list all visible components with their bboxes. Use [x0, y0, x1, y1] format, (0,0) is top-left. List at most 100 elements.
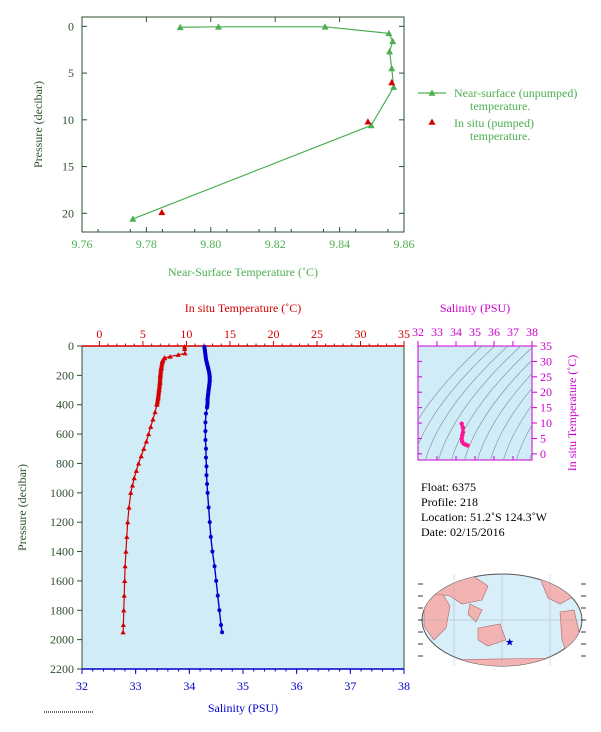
sal-tick-label: 34	[183, 679, 195, 693]
y-tick-label: 2000	[50, 633, 74, 647]
land-antarctica	[429, 657, 581, 666]
salinity-point	[203, 411, 208, 416]
temperature-point	[182, 344, 188, 349]
temperature-point	[135, 460, 142, 466]
ts-temp-tick-label: 5	[540, 431, 546, 445]
temperature-point	[141, 446, 147, 451]
salinity-point	[207, 520, 212, 525]
ts-temp-tick-label: 35	[540, 339, 552, 353]
temperature-point	[124, 534, 130, 539]
temperature-point	[120, 629, 126, 635]
temperature-point	[145, 431, 152, 437]
temperature-point	[125, 519, 131, 525]
y-tick-label: 1600	[50, 574, 74, 588]
ts-sal-tick-label: 32	[412, 325, 424, 339]
y-tick-label: 10	[62, 113, 74, 127]
temperature-point	[123, 548, 129, 554]
sal-tick-label: 32	[76, 679, 88, 693]
salinity-point	[210, 549, 215, 554]
temperature-point	[150, 416, 156, 422]
salinity-point	[218, 622, 223, 627]
salinity-point	[217, 608, 222, 613]
sal-tick-label: 38	[398, 679, 410, 693]
x-tick-label: 9.80	[200, 237, 221, 251]
temp-tick-label: 30	[354, 327, 366, 341]
ts-sal-tick-label: 34	[450, 325, 462, 339]
temperature-point	[175, 352, 181, 357]
temperature-point	[122, 563, 128, 569]
y-tick-label: 1400	[50, 545, 74, 559]
ts-sal-tick-label: 35	[469, 325, 481, 339]
y-tick-label: 20	[62, 206, 74, 220]
temperature-point	[143, 438, 149, 444]
y-axis-label: Pressure (decibar)	[15, 464, 29, 551]
ts-plot-area	[417, 345, 533, 461]
salinity-point	[203, 420, 208, 425]
temp-tick-label: 15	[224, 327, 236, 341]
temperature-point	[121, 607, 127, 613]
temp-tick-label: 35	[398, 327, 410, 341]
near-surface-temperature-chart: 9.76 9.78 9.80 9.82 9.84 9.86 0 5 10 15 20 Near-Sur…	[31, 16, 577, 279]
land-australia	[477, 623, 507, 647]
in-situ-point	[388, 78, 396, 86]
x-tick-label: 9.76	[72, 237, 93, 251]
near-surface-point	[385, 29, 393, 37]
near-surface-point	[321, 23, 329, 30]
legend-marker-near-surface	[428, 89, 436, 96]
density-contour	[464, 359, 532, 460]
ts-temp-tick-label: 30	[540, 354, 552, 368]
density-contour	[516, 424, 532, 460]
density-contour	[503, 404, 532, 460]
salinity-point	[220, 630, 225, 635]
x-tick-label: 9.86	[394, 237, 415, 251]
density-contour	[490, 387, 532, 460]
top-axis-label: In situ Temperature (˚C)	[185, 301, 302, 315]
near-surface-point	[176, 23, 184, 31]
legend-label-near-surface-2: temperature.	[470, 99, 530, 113]
temperature-point	[122, 578, 128, 583]
date-text: Date: 02/15/2016	[421, 525, 505, 539]
ts-top-axis-label: Salinity (PSU)	[440, 301, 510, 315]
ts-temp-tick-label: 20	[540, 385, 552, 399]
salinity-point	[205, 404, 210, 409]
temperature-point	[182, 350, 188, 356]
temperature-point	[126, 504, 132, 510]
temperature-point	[133, 468, 139, 473]
density-contour	[477, 373, 532, 460]
bottom-axis-label: Salinity (PSU)	[208, 701, 278, 715]
y-tick-label: 2200	[50, 662, 74, 676]
salinity-point	[206, 505, 211, 510]
temperature-point	[128, 490, 134, 495]
density-contour	[418, 346, 496, 446]
y-tick-label: 600	[56, 427, 74, 441]
x-tick-label: 9.78	[136, 237, 157, 251]
near-surface-point	[388, 64, 396, 72]
location-text: Location: 51.2˚S 124.3˚W	[421, 510, 547, 524]
in-situ-point	[158, 208, 166, 216]
density-contour	[418, 346, 483, 421]
near-surface-point	[390, 83, 398, 90]
legend-marker-in-situ	[428, 118, 436, 125]
density-contour	[438, 346, 522, 460]
y-axis-label: Pressure (decibar)	[31, 81, 45, 168]
temperature-point	[167, 353, 173, 359]
sal-tick-label: 33	[130, 679, 142, 693]
temp-tick-label: 20	[267, 327, 279, 341]
temp-tick-label: 5	[140, 327, 146, 341]
legend-label-in-situ-2: temperature.	[470, 129, 530, 143]
temp-tick-label: 25	[311, 327, 323, 341]
profile-text: Profile: 218	[421, 495, 478, 509]
density-contour	[451, 347, 532, 460]
salinity-point	[204, 473, 209, 478]
salinity-point	[215, 593, 220, 598]
y-tick-label: 0	[68, 19, 74, 33]
land-southeast-asia	[467, 603, 483, 623]
near-surface-point	[215, 23, 223, 30]
profile-chart: 0 5 10 15 20 25 30 35 32 33 34 35 36 37 38 0 200 400 600 80…	[15, 301, 410, 715]
y-tick-label: 1800	[50, 603, 74, 617]
y-tick-label: 800	[56, 456, 74, 470]
ts-sal-tick-label: 37	[507, 325, 519, 339]
temperature-point	[129, 482, 136, 488]
plot-frame	[81, 16, 405, 233]
